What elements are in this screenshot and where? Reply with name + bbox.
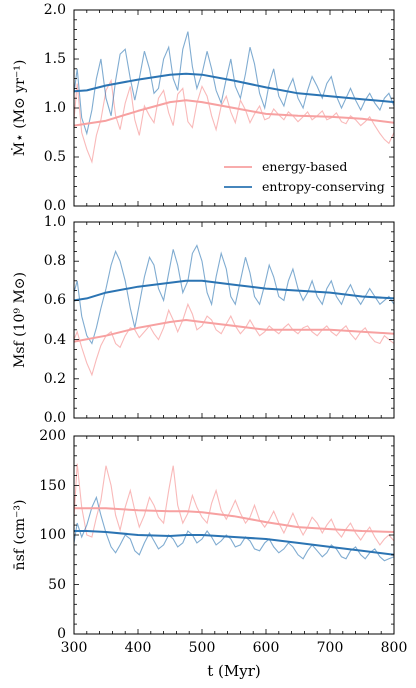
panel3-ticks — [73, 435, 395, 635]
ytick-label: 1.5 — [44, 51, 66, 67]
ytick-label: 150 — [39, 478, 66, 494]
series-energy-based-raw — [73, 463, 395, 546]
panel2-ytick-labels: 0.0 0.2 0.4 0.6 0.8 1.0 — [44, 214, 66, 426]
panel2-series — [73, 244, 395, 377]
series-entropy-conserving-raw — [73, 244, 395, 345]
legend: energy-based entropy-conserving — [224, 159, 385, 194]
series-energy-based-smoothed — [73, 99, 395, 127]
series-energy-based-raw — [73, 78, 395, 164]
series-entropy-conserving-raw — [73, 31, 395, 136]
ytick-label: 0.0 — [44, 198, 66, 214]
ytick-label: 1.0 — [44, 214, 66, 230]
xtick-label: 800 — [381, 640, 408, 656]
series-energy-based-smoothed — [73, 319, 395, 343]
panel-star-forming-gas-mass: 0.0 0.2 0.4 0.6 0.8 1.0 Msf (10⁹ M⊙) — [12, 214, 395, 426]
series-energy-based-smoothed — [74, 507, 395, 533]
panel3-ytick-labels: 0 50 100 150 200 — [39, 428, 66, 642]
ytick-label: 2.0 — [44, 2, 66, 18]
panel1-y-axis-label: Ṁ⋆ (M⊙ yr⁻¹) — [10, 60, 28, 157]
series-entropy-conserving-smoothed — [74, 530, 395, 556]
panel1-series — [73, 31, 395, 164]
panel-star-formation-rate: 0.0 0.5 1.0 1.5 2.0 Ṁ⋆ (M⊙ yr⁻¹) energy-… — [10, 2, 395, 214]
panel1-ticks — [73, 9, 395, 207]
legend-label-energy-based: energy-based — [262, 159, 347, 174]
ytick-label: 1.0 — [44, 100, 66, 116]
xtick-label: 500 — [189, 640, 216, 656]
panel2-frame — [73, 221, 395, 419]
legend-label-entropy-conserving: entropy-conserving — [262, 179, 385, 194]
ytick-label: 0.0 — [44, 410, 66, 426]
ytick-label: 100 — [39, 527, 66, 543]
ytick-label: 0.6 — [44, 292, 66, 308]
xtick-label: 400 — [125, 640, 152, 656]
series-entropy-conserving-smoothed — [73, 279, 395, 302]
series-energy-based-raw — [73, 302, 395, 377]
xtick-label: 600 — [253, 640, 280, 656]
panel3-series — [73, 463, 395, 562]
panel2-y-axis-label: Msf (10⁹ M⊙) — [12, 272, 28, 368]
ytick-label: 50 — [48, 577, 66, 593]
ytick-label: 0.2 — [44, 371, 66, 387]
ytick-label: 0.5 — [44, 149, 66, 165]
panel3-xtick-labels: 300 400 500 600 700 800 — [61, 640, 408, 656]
series-entropy-conserving-smoothed — [73, 72, 395, 104]
panel3-y-axis-label: n̄sf (cm⁻³) — [12, 500, 28, 571]
ytick-label: 0.4 — [44, 332, 66, 348]
x-axis-label: t (Myr) — [207, 662, 261, 680]
xtick-label: 300 — [61, 640, 88, 656]
panel2-ticks — [73, 221, 395, 419]
panel-mean-density: 0 50 100 150 200 300 400 500 600 700 800… — [12, 428, 407, 680]
ytick-label: 0 — [57, 626, 66, 642]
ytick-label: 200 — [39, 428, 66, 444]
panel1-ytick-labels: 0.0 0.5 1.0 1.5 2.0 — [44, 2, 66, 214]
series-entropy-conserving-raw — [73, 495, 395, 562]
ytick-label: 0.8 — [44, 253, 66, 269]
xtick-label: 700 — [317, 640, 344, 656]
panel3-frame — [73, 435, 395, 635]
